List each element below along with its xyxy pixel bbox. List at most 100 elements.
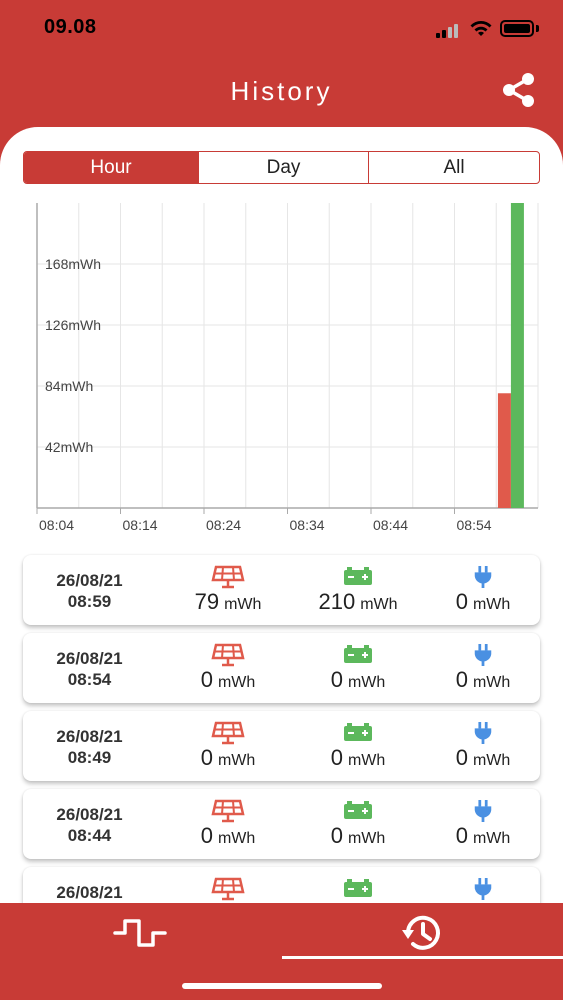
energy-chart: 42mWh 84mWh 126mWh 168mWh 08:04 08:14 08:24 08:… [0,195,563,545]
record-grid-unit: mWh [472,830,511,847]
record-battery-value: 0 mWh [293,823,423,849]
energy-chart-svg: 42mWh 84mWh 126mWh 168mWh 08:04 08:14 08:24 08:… [36,203,539,533]
share-icon[interactable] [500,72,538,108]
record-solar-unit: mWh [217,674,256,691]
record-grid-unit: mWh [472,674,511,691]
history-record[interactable]: 26/08/21 08:54 0 mWh 0 mWh 0 mWh [23,633,540,703]
battery-icon [344,645,372,663]
record-grid-value: 0 mWh [418,589,548,615]
record-date: 26/08/21 [56,571,123,590]
record-grid-number: 0 [455,589,468,614]
record-date: 26/08/21 [56,649,123,668]
plug-icon [474,644,492,666]
plug-icon [474,800,492,822]
battery-icon [344,801,372,819]
record-solar-value: 79 mWh [163,589,293,615]
record-grid-unit: mWh [472,752,511,769]
record-battery: 210 mWh [293,565,423,615]
chart-y-tick-label: 126mWh [45,317,101,333]
history-icon[interactable] [400,910,446,956]
chart-bar [510,203,524,508]
record-grid [418,877,548,927]
chart-x-tick-label: 08:24 [206,517,241,533]
record-time: 08:44 [67,826,112,845]
chart-y-tick-label: 42mWh [45,439,93,455]
plug-icon [474,566,492,588]
battery-status-icon [500,20,534,37]
record-grid: 0 mWh [418,721,548,771]
history-record[interactable]: 26/08/21 08:59 79 mWh 210 mWh 0 mWh [23,555,540,625]
record-battery-value: 0 mWh [293,667,423,693]
record-grid-unit: mWh [472,596,511,613]
chart-x-tick-label: 08:54 [457,517,492,533]
battery-cap [536,25,539,32]
record-solar-number: 0 [200,745,213,770]
period-tabs: Hour Day All [23,151,540,184]
record-battery: 0 mWh [293,643,423,693]
record-date: 26/08/21 [56,727,123,746]
tab-hour[interactable]: Hour [24,152,198,183]
solar-panel-icon [211,877,245,901]
plug-icon [474,878,492,900]
record-grid-number: 0 [455,745,468,770]
tab-all[interactable]: All [368,152,539,183]
solar-panel-icon [211,643,245,667]
status-time: 09.08 [44,16,97,38]
record-battery-unit: mWh [347,752,386,769]
record-grid: 0 mWh [418,643,548,693]
record-solar: 0 mWh [163,721,293,771]
active-tab-indicator [282,956,563,959]
pulse-icon[interactable] [113,915,167,951]
chart-y-tick-label: 168mWh [45,256,101,272]
status-bar: 09.08 [0,0,563,60]
signal-icon [436,22,462,38]
record-solar-number: 0 [200,667,213,692]
record-date: 26/08/21 [56,883,123,902]
record-battery [293,877,423,927]
history-record[interactable]: 26/08/21 08:44 0 mWh 0 mWh 0 mWh [23,789,540,859]
record-battery-number: 210 [318,589,356,614]
record-time: 08:54 [67,670,112,689]
record-battery: 0 mWh [293,799,423,849]
record-solar-value: 0 mWh [163,823,293,849]
record-battery-unit: mWh [347,674,386,691]
record-solar-unit: mWh [217,752,256,769]
record-solar [163,877,293,927]
home-indicator [182,983,382,989]
chart-x-tick-label: 08:34 [290,517,325,533]
record-grid-value: 0 mWh [418,823,548,849]
wifi-icon [470,21,492,36]
chart-y-tick-label: 84mWh [45,378,93,394]
record-datetime: 26/08/21 08:49 [23,726,156,768]
record-solar-number: 0 [200,823,213,848]
record-grid-number: 0 [455,667,468,692]
record-grid-value: 0 mWh [418,745,548,771]
record-grid: 0 mWh [418,565,548,615]
record-solar-unit: mWh [224,596,262,613]
record-datetime: 26/08/21 08:59 [23,570,156,612]
record-battery-unit: mWh [347,830,386,847]
record-datetime: 26/08/21 08:44 [23,804,156,846]
record-battery-value: 0 mWh [293,745,423,771]
page-title: History [230,76,333,106]
chart-x-tick-label: 08:14 [123,517,158,533]
plug-icon [474,722,492,744]
solar-panel-icon [211,799,245,823]
record-date: 26/08/21 [56,805,123,824]
record-grid-value: 0 mWh [418,667,548,693]
record-solar-value: 0 mWh [163,667,293,693]
battery-icon [344,567,372,585]
record-datetime: 26/08/21 08:54 [23,648,156,690]
record-battery: 0 mWh [293,721,423,771]
chart-bar [497,393,511,508]
chart-x-tick-label: 08:44 [373,517,408,533]
battery-icon [344,879,372,897]
record-solar-number: 79 [194,589,220,614]
record-battery-number: 0 [330,745,343,770]
history-record[interactable]: 26/08/21 08:49 0 mWh 0 mWh 0 mWh [23,711,540,781]
record-grid-number: 0 [455,823,468,848]
record-battery-number: 0 [330,823,343,848]
record-solar: 79 mWh [163,565,293,615]
record-datetime: 26/08/21 [23,882,156,903]
tab-day[interactable]: Day [198,152,368,183]
